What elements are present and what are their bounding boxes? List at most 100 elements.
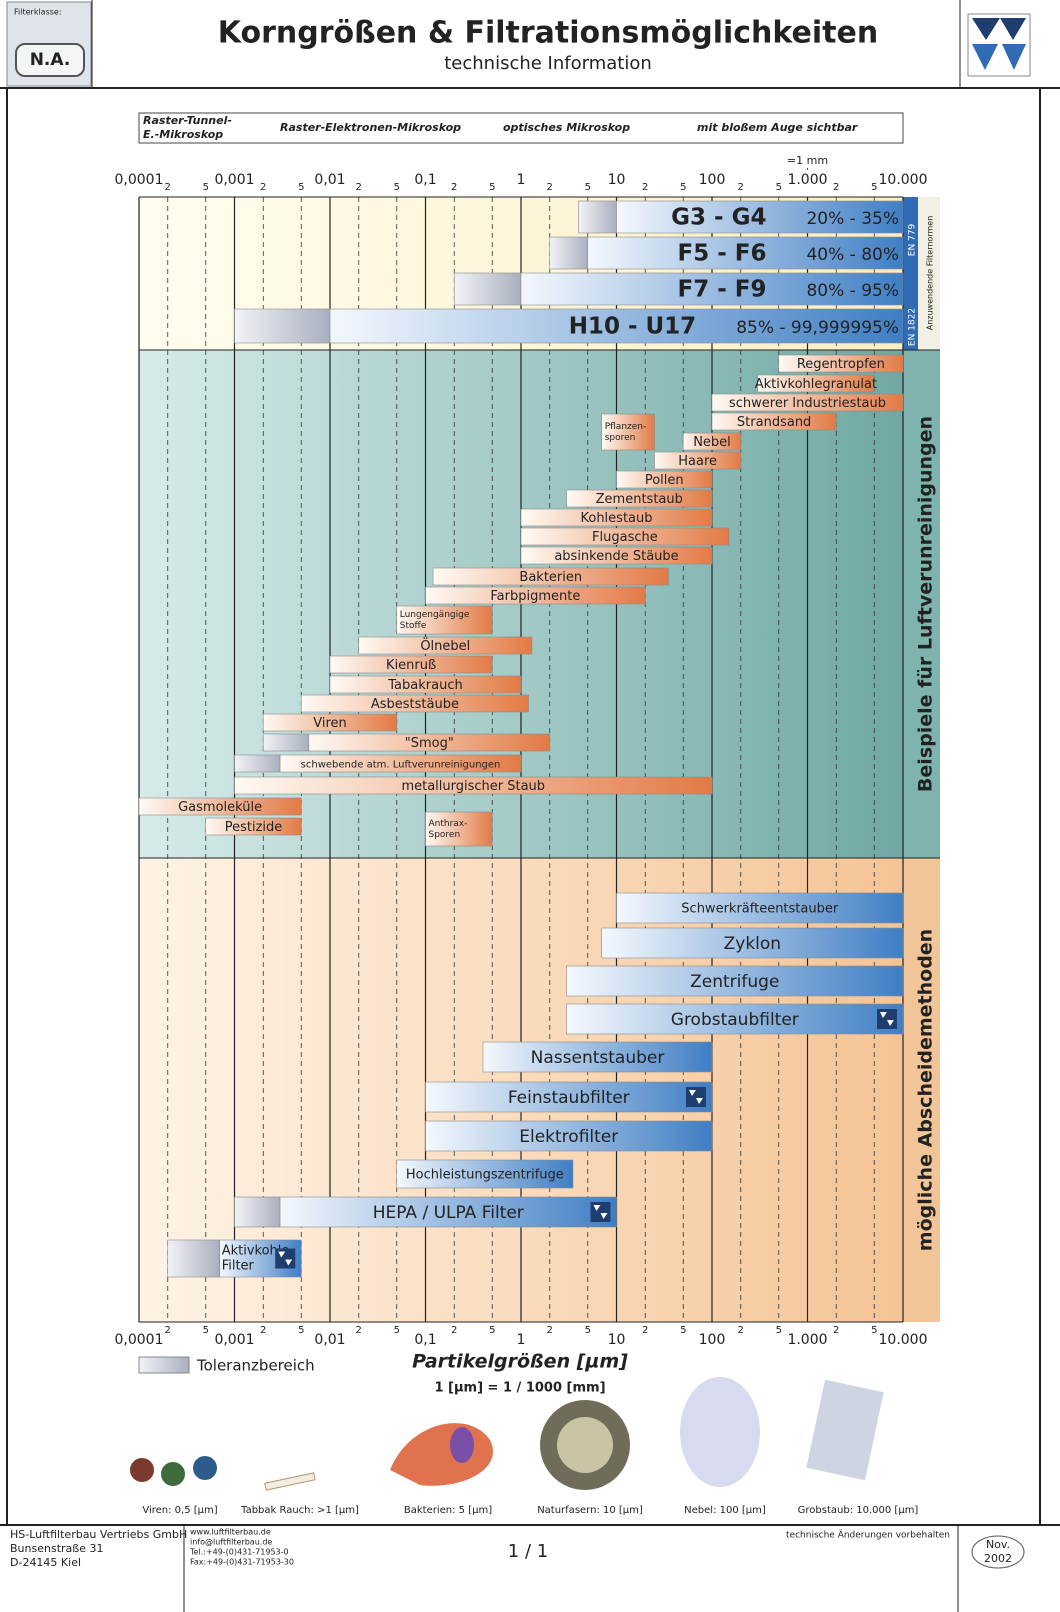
- page-number: 1 / 1: [508, 1541, 548, 1562]
- efficiency: 85% - 99,999995%: [736, 318, 899, 338]
- x-minor-tick-label: 2: [833, 1325, 839, 1336]
- x-tick-label: 1: [517, 172, 526, 188]
- illustration-caption: Tabbak Rauch: >1 [µm]: [240, 1505, 359, 1516]
- x-tick-label: 1: [517, 1332, 526, 1348]
- microscope: Raster-Elektronen-Mikroskop: [280, 121, 461, 134]
- bar-label: Lungengängige: [400, 610, 470, 620]
- bar-label: Strandsand: [737, 415, 811, 430]
- x-minor-tick-label: 5: [489, 182, 495, 193]
- tolerance-bar: [550, 237, 588, 269]
- bar-label: Haare: [678, 454, 717, 469]
- x-tick-label: 0,0001: [115, 1332, 164, 1348]
- x-minor-tick-label: 5: [585, 1325, 591, 1336]
- filter-icon: [686, 1087, 706, 1107]
- tolerance-bar: [168, 1240, 220, 1277]
- x-minor-tick-label: 2: [833, 182, 839, 193]
- x-minor-tick-label: 5: [680, 182, 686, 193]
- filter-class-name: F5 - F6: [677, 241, 766, 267]
- pollutant-bar: [426, 812, 493, 846]
- x-axis-note: 1 [µm] = 1 / 1000 [mm]: [434, 1381, 605, 1396]
- tolerance-bar: [235, 309, 331, 343]
- x-minor-tick-label: 2: [356, 1325, 362, 1336]
- x-minor-tick-label: 5: [776, 1325, 782, 1336]
- bar-label: Kienruß: [386, 658, 436, 673]
- x-tick-label: 100: [699, 1332, 726, 1348]
- x-tick-label: 0,01: [314, 1332, 345, 1348]
- contact: info@luftfilterbau.de: [190, 1538, 272, 1547]
- x-minor-tick-label: 2: [165, 182, 171, 193]
- x-tick-label: 1.000: [787, 172, 827, 188]
- efficiency: 80% - 95%: [806, 281, 899, 301]
- filter-class: N.A.: [30, 50, 71, 70]
- x-tick-label: 0,1: [414, 1332, 436, 1348]
- x-minor-tick-label: 5: [871, 1325, 877, 1336]
- tolerance-bar: [263, 734, 309, 751]
- x-minor-tick-label: 2: [451, 182, 457, 193]
- bar-label: Anthrax-: [429, 819, 468, 829]
- bar-label: Asbeststäube: [371, 697, 459, 712]
- tolerance-bar: [235, 1197, 281, 1227]
- x-tick-label: 0,1: [414, 172, 436, 188]
- title: Korngrößen & Filtrationsmöglichkeiten: [218, 16, 878, 51]
- filter-class-name: G3 - G4: [671, 205, 766, 231]
- illustration-caption: Bakterien: 5 [µm]: [404, 1505, 492, 1516]
- x-minor-tick-label: 5: [298, 1325, 304, 1336]
- standard: EN 1822: [908, 308, 918, 346]
- filter-icon: [591, 1202, 611, 1222]
- bar-label: Hochleistungszentrifuge: [406, 1168, 564, 1183]
- date: Nov.: [986, 1538, 1010, 1551]
- illustration-caption: Naturfasern: 10 [µm]: [537, 1505, 643, 1516]
- bar-label: sporen: [605, 433, 636, 443]
- bar-label: "Smog": [405, 736, 454, 751]
- bar-label: Pestizide: [225, 820, 283, 835]
- bar-label: Zementstaub: [596, 492, 683, 507]
- x-minor-tick-label: 5: [680, 1325, 686, 1336]
- bar-label: Kohlestaub: [580, 511, 652, 526]
- x-tick-label: 1.000: [787, 1332, 827, 1348]
- x-tick-label: 0,01: [314, 172, 345, 188]
- x-minor-tick-label: 5: [203, 182, 209, 193]
- chart: Filterklasse: N.A. Korngrößen & Filtrati…: [0, 0, 1060, 1612]
- company: Bunsenstraße 31: [10, 1542, 103, 1555]
- bar-label: Farbpigmente: [490, 589, 580, 604]
- bar-label: Zyklon: [724, 934, 781, 954]
- bar-label: Grobstaubfilter: [671, 1010, 799, 1030]
- x-minor-tick-label: 2: [738, 1325, 744, 1336]
- bar-label: Pflanzen-: [605, 422, 647, 432]
- bar-label: Viren: [313, 716, 347, 731]
- illustration-caption: Grobstaub: 10.000 [µm]: [798, 1505, 919, 1516]
- bar-label: Elektrofilter: [519, 1127, 618, 1147]
- x-minor-tick-label: 2: [165, 1325, 171, 1336]
- tolerance-swatch: [139, 1357, 189, 1373]
- section-title: mögliche Abscheidemethoden: [915, 929, 937, 1251]
- x-tick-label: 0,001: [214, 1332, 254, 1348]
- filter-icon: [275, 1249, 295, 1269]
- bar-label: Pollen: [645, 473, 684, 488]
- microscope: mit bloßem Auge sichtbar: [697, 121, 858, 134]
- mm-marker-label: =1 mm: [787, 154, 828, 167]
- x-minor-tick-label: 2: [642, 1325, 648, 1336]
- microscope: E.-Mikroskop: [143, 128, 223, 141]
- bar-label: Nassentstauber: [531, 1048, 665, 1068]
- date: 2002: [984, 1552, 1012, 1565]
- company: D-24145 Kiel: [10, 1556, 81, 1569]
- x-minor-tick-label: 2: [642, 182, 648, 193]
- microscope: Raster-Tunnel-: [143, 114, 232, 127]
- illustration-caption: Nebel: 100 [µm]: [684, 1505, 766, 1516]
- x-minor-tick-label: 5: [776, 182, 782, 193]
- bar-label: Schwerkräfteentstauber: [681, 902, 839, 917]
- contact: Fax:+49-(0)431-71953-30: [190, 1558, 294, 1567]
- bar-label: Zentrifuge: [690, 972, 779, 992]
- x-minor-tick-label: 2: [547, 1325, 553, 1336]
- x-tick-label: 0,0001: [115, 172, 164, 188]
- bar-label: Filter: [222, 1259, 255, 1274]
- bar-label: absinkende Stäube: [554, 549, 678, 564]
- bar-label: Regentropfen: [797, 357, 885, 372]
- x-tick-label: 0,001: [214, 172, 254, 188]
- bar-label: Gasmoleküle: [178, 800, 262, 815]
- bar-label: schwerer Industriestaub: [729, 396, 886, 411]
- x-minor-tick-label: 5: [203, 1325, 209, 1336]
- section-title: Beispiele für Luftverunreinigungen: [915, 416, 937, 792]
- x-minor-tick-label: 2: [451, 1325, 457, 1336]
- bar-label: Feinstaubfilter: [508, 1088, 630, 1108]
